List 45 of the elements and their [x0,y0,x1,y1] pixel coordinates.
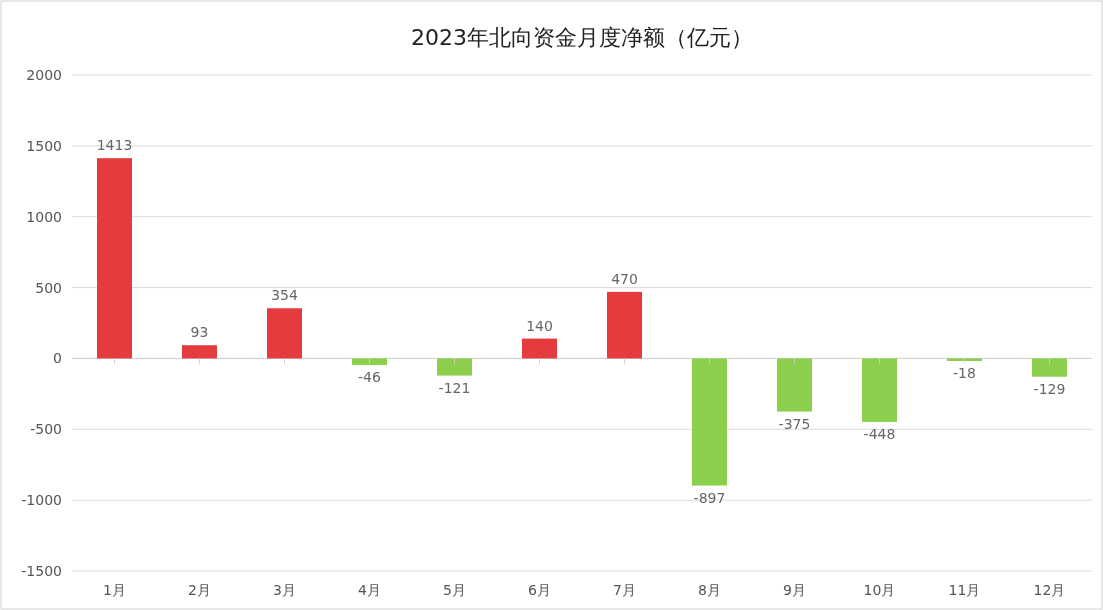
bar [862,358,897,422]
data-label: -121 [438,379,471,396]
x-tick-label: 7月 [613,582,636,598]
x-tick-label: 8月 [698,582,721,598]
x-tick-label: 9月 [783,582,806,598]
x-tick-label: 11月 [948,582,981,598]
bar [522,338,557,359]
data-label: -18 [953,364,976,381]
y-tick-label: -500 [30,421,62,438]
bar [437,358,472,376]
x-tick-label: 12月 [1033,582,1066,598]
x-tick-label: 6月 [528,582,551,598]
data-label: -46 [358,368,382,385]
bar [267,308,302,359]
data-label: -375 [778,415,811,432]
data-label: -129 [1033,380,1066,397]
data-label: -448 [863,425,896,442]
bar [352,358,387,365]
x-tick-label: 4月 [358,582,381,598]
y-tick-label: 2000 [26,67,62,83]
x-tick-label: 10月 [863,582,896,598]
y-tick-label: -1500 [21,563,62,579]
y-tick-label: 1000 [26,208,62,225]
x-tick-label: 5月 [443,582,466,598]
data-label: 93 [190,324,209,341]
y-tick-label: 0 [53,350,62,367]
data-label: 1413 [96,137,133,154]
data-label: 354 [271,287,298,304]
bar [692,358,727,486]
bar [97,158,132,359]
y-tick-label: -1000 [21,492,62,509]
bar [947,358,982,361]
y-tick-label: 500 [35,279,62,296]
bar [777,358,812,412]
x-tick-label: 3月 [273,582,296,598]
y-tick-label: 1500 [26,137,62,154]
bar [182,345,217,359]
data-label: 140 [526,317,553,334]
chart-title: 2023年北向资金月度净额（亿元） [411,25,753,50]
bar [607,291,642,359]
data-label: 470 [611,270,638,287]
data-label: -897 [693,489,726,506]
bar [1032,358,1067,377]
x-tick-label: 2月 [188,582,211,598]
x-tick-label: 1月 [103,582,126,598]
